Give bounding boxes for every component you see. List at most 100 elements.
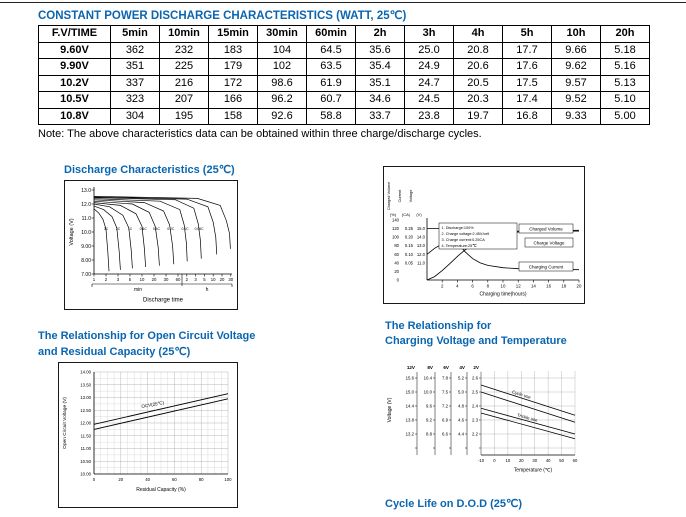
- scale-tick-label: 15.6: [406, 376, 415, 381]
- y-tick-label: 11.00: [81, 446, 92, 451]
- x-tick-label: 12: [516, 284, 521, 289]
- volume-tick-label: 100: [392, 235, 400, 240]
- charging-voltage-temperature-chart: Voltage (V) 12V 8V 6V 4V 2V 15.6 10.4 7.8 5.2 2.6 1…: [387, 365, 578, 474]
- series-label-box: [518, 261, 574, 272]
- y-tick-label: 8.00: [81, 258, 91, 264]
- scale-tick-label: 5.2: [458, 376, 465, 381]
- cycle-life-title: Cycle Life on D.O.D (25℃): [385, 498, 523, 510]
- y-tick-label: 12.0: [81, 202, 91, 208]
- x-tick-label: 0: [93, 477, 96, 482]
- rate-label: 3C: [104, 227, 109, 231]
- scale-tick-label: 13.8: [406, 418, 415, 423]
- volume-tick-label: 20: [394, 269, 399, 274]
- y-tick-label: 14.00: [80, 370, 91, 375]
- table-cell: 216: [159, 74, 209, 92]
- series-label: Charging Current: [529, 265, 564, 270]
- table-cell: 20.8: [453, 41, 503, 59]
- x-tick-label: -10: [478, 458, 485, 463]
- scale-tick-label: 15.0: [406, 390, 415, 395]
- x-tick-label: 16: [546, 284, 551, 289]
- charge-temp-title-line1: The Relationship for: [385, 320, 492, 332]
- volume-tick-label: 80: [394, 243, 399, 248]
- volume-tick-label: 60: [394, 252, 399, 257]
- x-tick-label: 20: [118, 477, 123, 482]
- series-label: Charge Voltage: [533, 241, 565, 246]
- table-cell: 102: [257, 58, 307, 76]
- y-tick-label: 10.00: [80, 472, 91, 477]
- table-cell: 225: [159, 58, 209, 76]
- table-cell: 5.18: [600, 41, 650, 59]
- x-tick-label: 14: [531, 284, 536, 289]
- x-unit-min-label: min: [134, 287, 142, 293]
- table-note: Note: The above characteristics data can…: [38, 128, 482, 140]
- trickle-use-label: Trickle use: [517, 412, 539, 422]
- current-tick-label: 0.20: [405, 235, 414, 240]
- voltage-tick-label: 15.0: [417, 226, 426, 231]
- x-tick-label: 60: [573, 458, 578, 463]
- table-col-header: 15min: [208, 25, 258, 43]
- voltage-tick-label: 12.0: [417, 252, 426, 257]
- chart-frame: [58, 362, 238, 508]
- table-cell: 24.7: [404, 74, 454, 92]
- x-tick-label: 0: [493, 458, 496, 463]
- x-tick-label: 10: [140, 277, 145, 282]
- y-tick-label: 7.00: [81, 272, 91, 278]
- table-cell: 183: [208, 41, 258, 59]
- table-cell: 19.7: [453, 107, 503, 125]
- x-tick-label: 30: [532, 458, 537, 463]
- table-cell: 35.6: [355, 41, 405, 59]
- scale-tick-label: 2.5: [472, 390, 479, 395]
- x-tick-label: 20: [220, 277, 225, 282]
- table-row-header: 10.2V: [38, 74, 111, 92]
- ocv-residual-capacity-chart: 14.00 13.50 13.00 12.50 12.00 11.50 11.00 10.50…: [58, 362, 238, 508]
- table-col-header: 4h: [453, 25, 503, 43]
- x-tick-label: 3: [194, 277, 197, 282]
- x-axis-label: Residual Capacity (%): [136, 487, 186, 493]
- table-cell: 9.62: [551, 58, 601, 76]
- y-tick-label: 11.50: [81, 433, 92, 438]
- scale-column-header: 2V: [473, 365, 480, 370]
- table-cell: 25.0: [404, 41, 454, 59]
- x-axis-label: Temperature (℃): [514, 468, 553, 474]
- table-row-header: 10.5V: [38, 91, 111, 109]
- table-col-header: 2h: [355, 25, 405, 43]
- table-row-header: 9.60V: [38, 41, 111, 59]
- table-cell: 166: [208, 91, 258, 109]
- scale-tick-label: 7.8: [442, 376, 449, 381]
- volume-tick-label: 140: [392, 218, 400, 223]
- x-tick-label: 4: [456, 284, 459, 289]
- table-cell: 20.6: [453, 58, 503, 76]
- table-cell: 17.5: [502, 74, 552, 92]
- y-axis-label: Voltage (V): [69, 218, 75, 245]
- volume-axis-unit: (%): [390, 212, 397, 217]
- table-cell: 5.00: [600, 107, 650, 125]
- band-line: [480, 384, 576, 416]
- x-tick-label: 100: [224, 477, 232, 482]
- scale-tick-label: 2.6: [472, 376, 479, 381]
- discharge-curve: [93, 200, 160, 266]
- table-cell: 63.5: [306, 58, 356, 76]
- table-cell: 24.9: [404, 58, 454, 76]
- scale-tick-label: 4.6: [458, 418, 465, 423]
- y-tick-label: 10.0: [81, 230, 91, 236]
- x-axis-label: Charging time(hours): [480, 292, 527, 298]
- table-cell: 24.5: [404, 91, 454, 109]
- table-cell: 337: [110, 74, 160, 92]
- table-cell: 35.4: [355, 58, 405, 76]
- discharge-curve: [93, 195, 231, 249]
- x-axis-label: Discharge time: [143, 298, 184, 304]
- x-tick-label: 50: [559, 458, 564, 463]
- x-tick-label: 10: [501, 284, 506, 289]
- table-cell: 96.2: [257, 91, 307, 109]
- x-tick-label: 18: [561, 284, 566, 289]
- scale-tick-label: 9.2: [426, 418, 433, 423]
- volume-tick-label: 0: [397, 277, 400, 282]
- y-axis-label: Open Circuit Voltage (V): [62, 397, 68, 449]
- current-axis-label: Current: [398, 189, 402, 203]
- discharge-curve: [93, 196, 218, 255]
- charge-condition-note: 2. Charge voltage:2.45V/cell: [442, 232, 490, 236]
- voltage-tick-label: 13.0: [417, 243, 426, 248]
- discharge-curve: [93, 198, 188, 262]
- x-tick-label: 10: [211, 277, 216, 282]
